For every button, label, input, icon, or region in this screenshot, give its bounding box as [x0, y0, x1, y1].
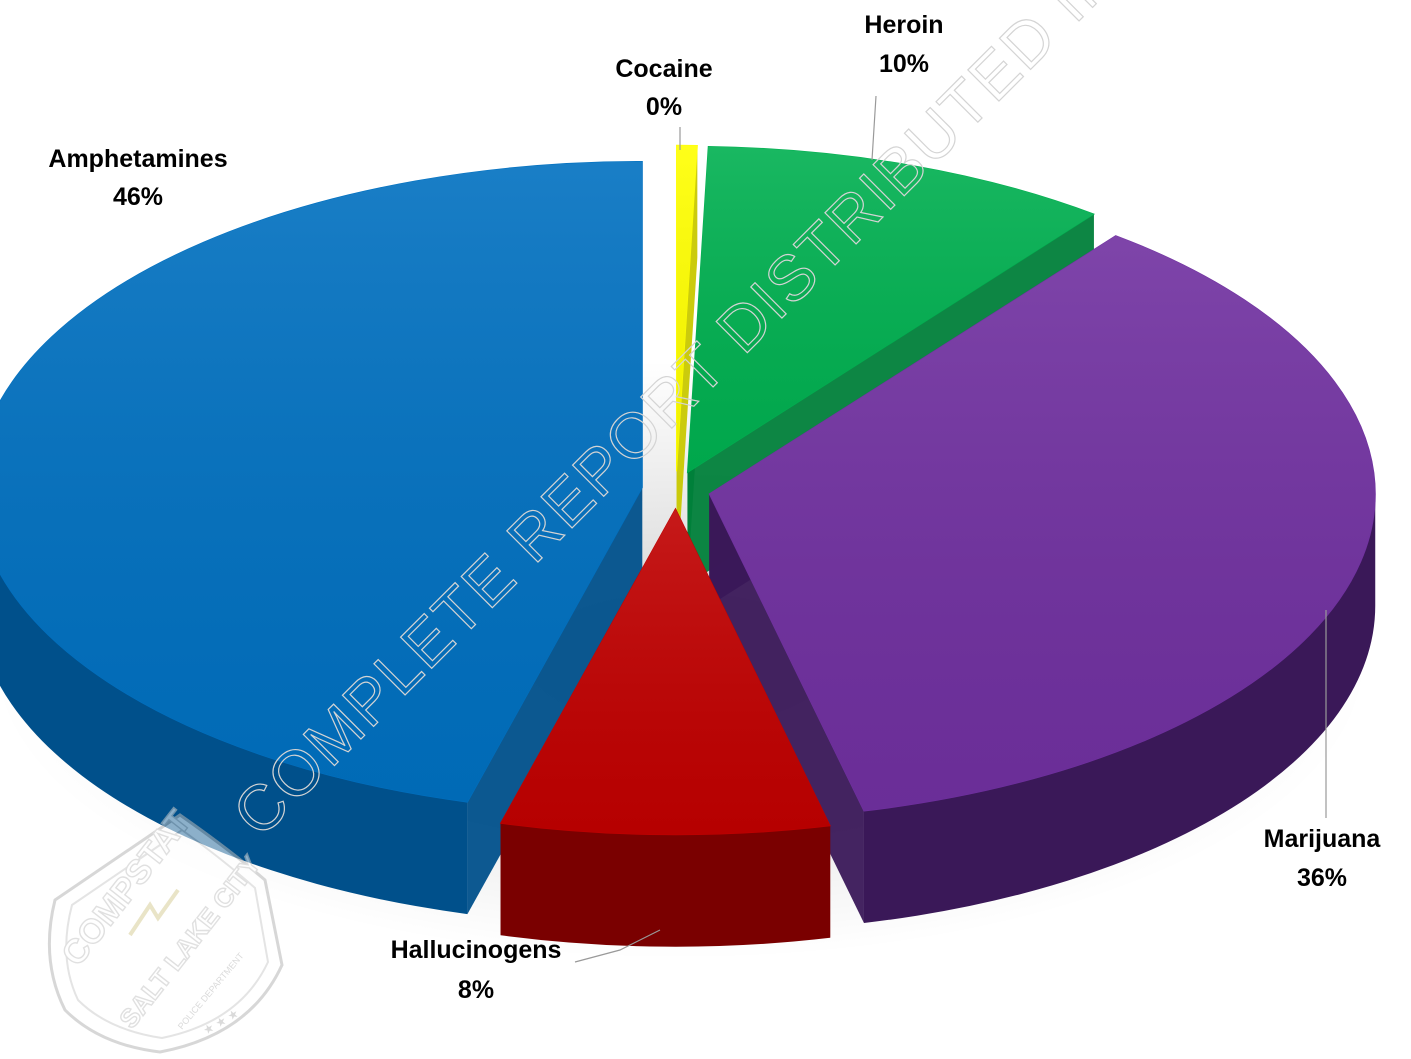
compstat-seal-logo: COMPSTAT SALT LAKE CITY POLICE DEPARTMEN…: [47, 802, 284, 1054]
slice-top-shine-heroin: [687, 146, 1094, 473]
label-amphetamines-name: Amphetamines: [48, 145, 227, 173]
slice-marijuana: [708, 235, 1376, 923]
slice-top-shine-hallucinogens: [500, 508, 831, 835]
leader-line-heroin: [871, 95, 877, 161]
label-hallucinogens-name: Hallucinogens: [391, 936, 562, 964]
slice-top-shine-marijuana: [709, 235, 1376, 811]
pie-slices: [0, 144, 1376, 947]
label-hallucinogens-pct: 8%: [458, 976, 494, 1004]
data-labels: Amphetamines 46% Cocaine 0% Heroin 10% M…: [48, 11, 1381, 1004]
slice-hallucinogens: [499, 507, 831, 947]
slice-wall-cocaine-1: [676, 145, 698, 584]
slice-amphetamines: [0, 161, 643, 915]
label-marijuana-name: Marijuana: [1264, 825, 1382, 853]
slice-cocaine: [676, 144, 698, 584]
slice-top-shine-amphetamines: [0, 161, 643, 803]
leader-line-hallucinogens: [574, 929, 661, 963]
slice-top-shine-cocaine: [676, 145, 698, 472]
slice-side-marijuana: [863, 493, 1376, 923]
label-heroin-name: Heroin: [864, 11, 943, 39]
slice-side-hallucinogens: [500, 823, 831, 947]
seal-emblem-icon: [128, 888, 180, 937]
label-marijuana-pct: 36%: [1297, 864, 1347, 892]
slice-heroin: [686, 146, 1096, 585]
slice-side-amphetamines: [0, 573, 468, 915]
label-heroin-pct: 10%: [879, 50, 929, 78]
label-cocaine-pct: 0%: [646, 93, 682, 121]
label-amphetamines-pct: 46%: [113, 183, 163, 211]
label-cocaine-name: Cocaine: [615, 55, 712, 83]
